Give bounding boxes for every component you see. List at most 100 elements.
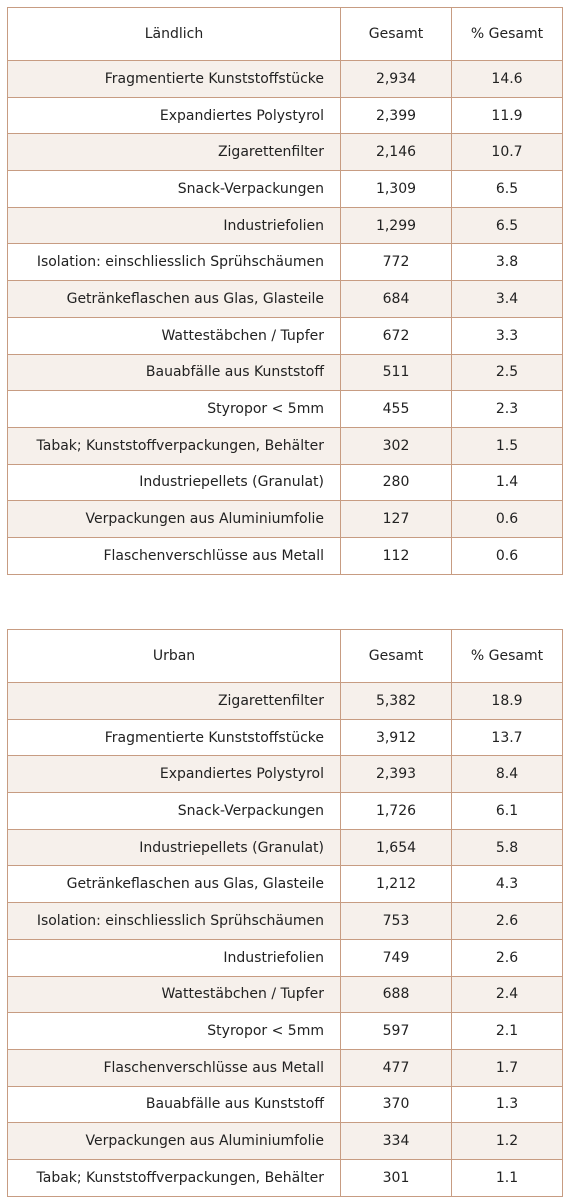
item-name-cell: Industriepellets (Granulat) — [7, 463, 341, 502]
percent-cell: 1.5 — [451, 426, 563, 465]
total-cell: 2,934 — [340, 60, 452, 98]
table-row: Styropor < 5mm 455 2.3 — [7, 390, 563, 428]
item-name-cell: Styropor < 5mm — [7, 1012, 341, 1050]
table-row: Industriefolien 749 2.6 — [7, 938, 563, 977]
percent-cell: 2.3 — [451, 390, 563, 428]
table-row: Fragmentierte Kunststoffstücke 3,912 13.7 — [7, 718, 563, 757]
total-cell: 688 — [340, 975, 452, 1014]
total-cell: 1,309 — [340, 170, 452, 208]
rural-header-category: Ländlich — [7, 7, 341, 61]
urban-header-category: Urban — [7, 629, 341, 683]
item-name-cell: Bauabfälle aus Kunststoff — [7, 353, 341, 392]
total-cell: 280 — [340, 463, 452, 502]
table-row: Flaschenverschlüsse aus Metall 477 1.7 — [7, 1048, 563, 1087]
item-name-cell: Verpackungen aus Aluminiumfolie — [7, 500, 341, 538]
percent-cell: 10.7 — [451, 133, 563, 172]
item-name-cell: Industriefolien — [7, 938, 341, 977]
percent-cell: 1.3 — [451, 1085, 563, 1124]
table-row: Getränkeflaschen aus Glas, Glasteile 684 3… — [7, 280, 563, 318]
total-cell: 511 — [340, 353, 452, 392]
percent-cell: 2.1 — [451, 1012, 563, 1050]
item-name-cell: Tabak; Kunststoffverpackungen, Behälter — [7, 426, 341, 465]
percent-cell: 6.5 — [451, 170, 563, 208]
item-name-cell: Expandiertes Polystyrol — [7, 96, 341, 135]
item-name-cell: Wattestäbchen / Tupfer — [7, 975, 341, 1014]
item-name-cell: Fragmentierte Kunststoffstücke — [7, 60, 341, 98]
total-cell: 2,146 — [340, 133, 452, 172]
item-name-cell: Zigarettenfilter — [7, 682, 341, 720]
percent-cell: 2.6 — [451, 902, 563, 940]
total-cell: 3,912 — [340, 718, 452, 757]
total-cell: 672 — [340, 316, 452, 355]
total-cell: 2,399 — [340, 96, 452, 135]
percent-cell: 11.9 — [451, 96, 563, 135]
total-cell: 1,212 — [340, 865, 452, 904]
table-row: Flaschenverschlüsse aus Metall 112 0.6 — [7, 536, 563, 575]
item-name-cell: Wattestäbchen / Tupfer — [7, 316, 341, 355]
table-row: Getränkeflaschen aus Glas, Glasteile 1,21… — [7, 865, 563, 904]
percent-cell: 2.4 — [451, 975, 563, 1014]
total-cell: 1,726 — [340, 792, 452, 830]
percent-cell: 18.9 — [451, 682, 563, 720]
table-row: Industriepellets (Granulat) 280 1.4 — [7, 463, 563, 502]
table-row: Wattestäbchen / Tupfer 672 3.3 — [7, 316, 563, 355]
item-name-cell: Flaschenverschlüsse aus Metall — [7, 1048, 341, 1087]
urban-header-percent: % Gesamt — [451, 629, 563, 683]
item-name-cell: Styropor < 5mm — [7, 390, 341, 428]
header-row: Ländlich Gesamt % Gesamt — [7, 7, 563, 61]
percent-cell: 1.2 — [451, 1122, 563, 1160]
item-name-cell: Bauabfälle aus Kunststoff — [7, 1085, 341, 1124]
rural-table-body: Fragmentierte Kunststoffstücke 2,934 14.6 E… — [7, 60, 563, 575]
rural-header-percent: % Gesamt — [451, 7, 563, 61]
item-name-cell: Industriefolien — [7, 206, 341, 245]
item-name-cell: Getränkeflaschen aus Glas, Glasteile — [7, 280, 341, 318]
table-row: Expandiertes Polystyrol 2,399 11.9 — [7, 96, 563, 135]
total-cell: 455 — [340, 390, 452, 428]
total-cell: 772 — [340, 243, 452, 282]
urban-table-body: Zigarettenfilter 5,382 18.9 Fragmentierte K… — [7, 682, 563, 1197]
percent-cell: 1.4 — [451, 463, 563, 502]
rural-header-total: Gesamt — [340, 7, 452, 61]
urban-table: Urban Gesamt % Gesamt Zigarettenfilter 5,… — [7, 629, 563, 1197]
total-cell: 112 — [340, 536, 452, 575]
percent-cell: 13.7 — [451, 718, 563, 757]
percent-cell: 0.6 — [451, 536, 563, 575]
table-row: Styropor < 5mm 597 2.1 — [7, 1012, 563, 1050]
percent-cell: 3.3 — [451, 316, 563, 355]
table-row: Industriepellets (Granulat) 1,654 5.8 — [7, 828, 563, 867]
percent-cell: 6.1 — [451, 792, 563, 830]
item-name-cell: Industriepellets (Granulat) — [7, 828, 341, 867]
percent-cell: 6.5 — [451, 206, 563, 245]
table-row: Bauabfälle aus Kunststoff 511 2.5 — [7, 353, 563, 392]
table-row: Isolation: einschliesslich Sprühschäumen… — [7, 902, 563, 940]
header-row: Urban Gesamt % Gesamt — [7, 629, 563, 683]
percent-cell: 1.1 — [451, 1158, 563, 1197]
table-row: Bauabfälle aus Kunststoff 370 1.3 — [7, 1085, 563, 1124]
item-name-cell: Verpackungen aus Aluminiumfolie — [7, 1122, 341, 1160]
table-row: Isolation: einschliesslich Sprühschäumen… — [7, 243, 563, 282]
total-cell: 5,382 — [340, 682, 452, 720]
item-name-cell: Isolation: einschliesslich Sprühschäumen — [7, 243, 341, 282]
total-cell: 477 — [340, 1048, 452, 1087]
item-name-cell: Zigarettenfilter — [7, 133, 341, 172]
table-row: Industriefolien 1,299 6.5 — [7, 206, 563, 245]
table-row: Fragmentierte Kunststoffstücke 2,934 14.6 — [7, 60, 563, 98]
total-cell: 127 — [340, 500, 452, 538]
table-row: Tabak; Kunststoffverpackungen, Behälter 3… — [7, 1158, 563, 1197]
urban-header-total: Gesamt — [340, 629, 452, 683]
percent-cell: 1.7 — [451, 1048, 563, 1087]
total-cell: 684 — [340, 280, 452, 318]
total-cell: 334 — [340, 1122, 452, 1160]
table-row: Verpackungen aus Aluminiumfolie 127 0.6 — [7, 500, 563, 538]
table-row: Tabak; Kunststoffverpackungen, Behälter 3… — [7, 426, 563, 465]
total-cell: 370 — [340, 1085, 452, 1124]
total-cell: 2,393 — [340, 755, 452, 794]
item-name-cell: Getränkeflaschen aus Glas, Glasteile — [7, 865, 341, 904]
percent-cell: 2.6 — [451, 938, 563, 977]
percent-cell: 3.4 — [451, 280, 563, 318]
percent-cell: 4.3 — [451, 865, 563, 904]
percent-cell: 0.6 — [451, 500, 563, 538]
urban-table-header: Urban Gesamt % Gesamt — [7, 629, 563, 683]
percent-cell: 5.8 — [451, 828, 563, 867]
percent-cell: 14.6 — [451, 60, 563, 98]
